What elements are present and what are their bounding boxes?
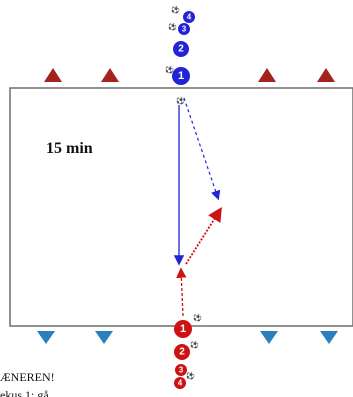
blue-player-1 — [172, 67, 190, 85]
red-player-4-number: 4 — [178, 379, 183, 388]
red-player-3-number: 3 — [179, 366, 184, 375]
ball-icon: ⚽ — [192, 313, 202, 322]
red-team-queue: 1 2 3 4 ⚽ ⚽ ⚽ — [174, 313, 202, 389]
top-cones — [44, 68, 335, 82]
blue-player-4-number: 4 — [187, 13, 192, 22]
triangle-cone-icon — [37, 331, 55, 344]
duration-label: 15 min — [46, 140, 93, 157]
red-player-4 — [174, 377, 186, 389]
blue-player-2-number: 2 — [178, 44, 184, 55]
blue-player-1-number: 1 — [178, 70, 184, 82]
blue-player-3-number: 3 — [182, 25, 187, 34]
red-pass-arrow-icon — [185, 206, 222, 265]
triangle-cone-icon — [317, 68, 335, 82]
red-player-1 — [174, 320, 192, 338]
note-line: ÆNEREN! — [0, 370, 55, 384]
ball-icon: ⚽ — [164, 65, 174, 74]
red-run-arrow-icon — [176, 267, 187, 317]
note-line: ekus 1: gå — [0, 388, 49, 397]
triangle-cone-icon — [320, 331, 338, 344]
triangle-cone-icon — [258, 68, 276, 82]
red-player-1-number: 1 — [180, 323, 186, 335]
blue-team-queue: 4 3 2 1 ⚽ ⚽ ⚽ ⚽ — [164, 5, 195, 105]
triangle-cone-icon — [101, 68, 119, 82]
red-player-2 — [174, 344, 190, 360]
ball-icon: ⚽ — [175, 96, 185, 105]
field-boundary — [9, 87, 353, 327]
red-player-2-number: 2 — [179, 347, 185, 358]
ball-icon: ⚽ — [170, 5, 180, 14]
ball-icon: ⚽ — [167, 22, 177, 31]
ball-icon: ⚽ — [189, 340, 199, 349]
blue-player-3 — [178, 23, 190, 35]
blue-player-2 — [173, 41, 189, 57]
blue-player-4 — [183, 11, 195, 23]
triangle-cone-icon — [260, 331, 278, 344]
red-player-3 — [175, 364, 187, 376]
bottom-cones — [37, 331, 338, 344]
triangle-cone-icon — [44, 68, 62, 82]
triangle-cone-icon — [95, 331, 113, 344]
ball-icon: ⚽ — [185, 371, 195, 380]
